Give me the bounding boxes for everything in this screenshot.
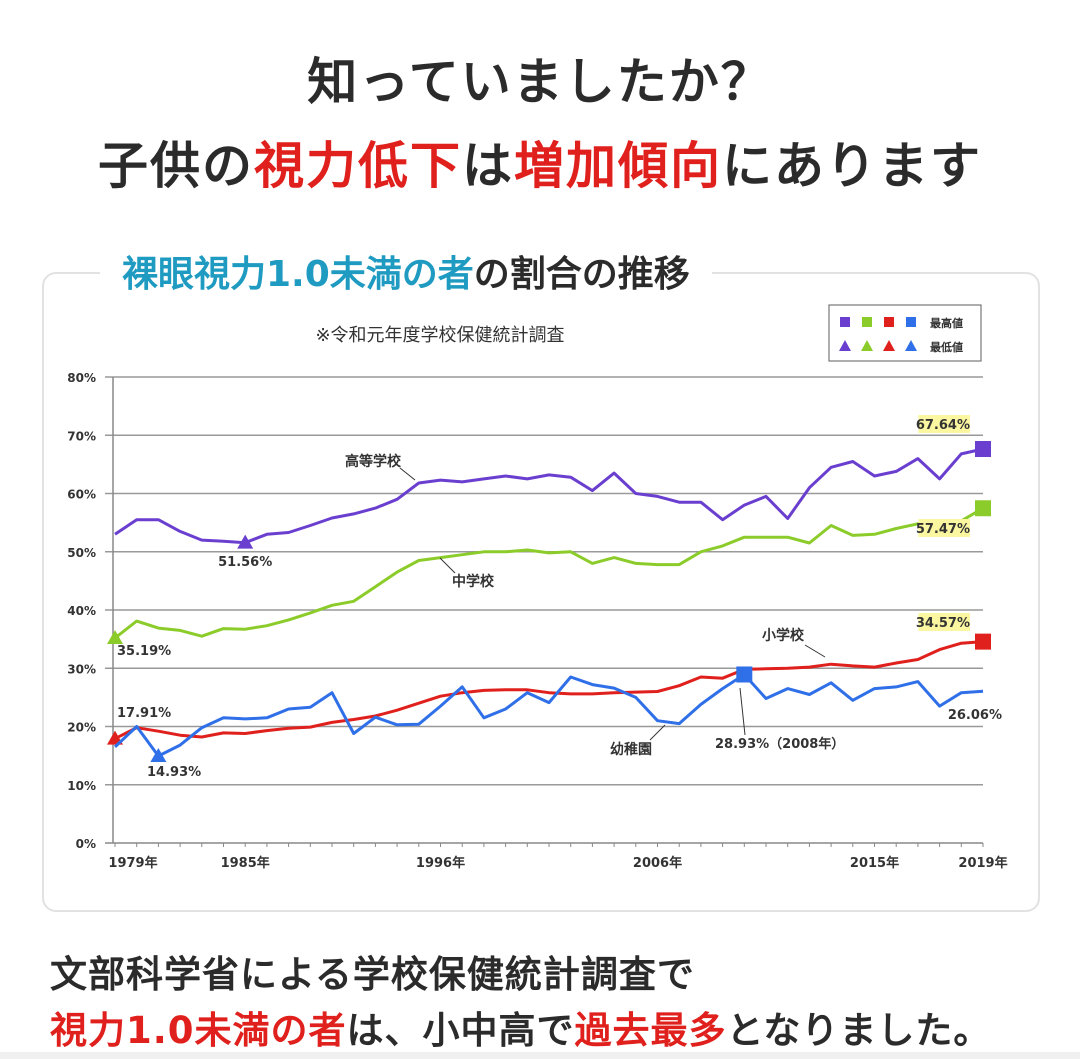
legend-min-triangle — [905, 340, 917, 351]
legend-max-square — [906, 317, 916, 327]
bottom-divider — [0, 1052, 1080, 1059]
max-value-highlight — [918, 613, 970, 631]
legend-min-triangle — [839, 340, 851, 351]
series-name-label: 中学校 — [452, 573, 495, 590]
y-tick-label: 40% — [67, 604, 96, 618]
y-tick-label: 0% — [76, 837, 96, 851]
series-line-中学校 — [114, 506, 984, 640]
legend-box — [828, 304, 982, 362]
chart-card-title: 裸眼視力1.0未満の者の割合の推移 — [100, 245, 712, 297]
leader-line — [399, 467, 416, 481]
min-marker — [237, 534, 254, 549]
series-line-小学校 — [114, 640, 984, 741]
x-tick-label: 2015年 — [850, 855, 899, 871]
legend-max-label: 最高値 — [930, 316, 963, 330]
max-value-highlight — [918, 519, 970, 537]
text-segment: にあります — [722, 137, 982, 195]
legend-min-triangle — [883, 340, 895, 351]
min-marker — [150, 748, 167, 763]
highlighted-text-segment: 視力1.0未満の者 — [50, 1009, 347, 1052]
leader-line — [649, 724, 666, 741]
x-tick-label: 1985年 — [221, 855, 270, 871]
y-tick-label: 20% — [67, 721, 96, 735]
value-label: 28.93%（2008年） — [715, 736, 844, 752]
min-marker — [107, 630, 123, 645]
leader-line — [439, 557, 456, 574]
y-tick-label: 10% — [67, 779, 96, 793]
legend-min-triangle — [861, 340, 873, 351]
text-segment: となりました。 — [726, 1009, 992, 1052]
text-segment: は、小中高で — [346, 1009, 575, 1052]
bottom-text-line-2: 視力1.0未満の者は、小中高で過去最多となりました。 — [50, 1000, 991, 1054]
legend-min-label: 最低値 — [930, 340, 963, 354]
series-name-label: 小学校 — [762, 627, 805, 644]
y-tick-label: 30% — [67, 662, 96, 676]
value-label: 14.93% — [147, 765, 201, 780]
x-tick-label: 2006年 — [633, 855, 682, 871]
text-segment: 子供の — [98, 137, 254, 195]
legend-max-square — [884, 317, 894, 327]
chart-card — [42, 272, 1040, 912]
legend-max-square — [840, 317, 850, 327]
max-marker — [975, 440, 991, 457]
highlighted-text-segment: 増加傾向 — [514, 137, 722, 195]
max-marker — [736, 666, 753, 683]
bottom-text-line-1: 文部科学省による学校保健統計調査で — [50, 944, 695, 998]
max-value-highlight — [918, 415, 970, 433]
legend-max-square — [862, 317, 872, 327]
series-name-label: 高等学校 — [345, 453, 402, 470]
max-marker — [975, 500, 991, 517]
highlighted-text-segment: 過去最多 — [574, 1009, 727, 1052]
y-tick-label: 80% — [67, 371, 96, 385]
value-label: 17.91% — [117, 706, 171, 721]
x-tick-label: 1996年 — [416, 855, 465, 871]
headline-line-1: 知っていましたか？ — [307, 53, 773, 111]
x-tick-label: 2019年 — [958, 855, 1007, 871]
text-segment: 文部科学省による学校保健統計調査で — [50, 953, 695, 996]
series-name-label: 幼稚園 — [610, 741, 652, 758]
y-tick-label: 70% — [67, 429, 96, 443]
value-label: 57.47% — [916, 522, 970, 537]
headline-line-2: 子供の視力低下は増加傾向にあります — [0, 126, 1080, 198]
value-label: 51.56% — [218, 555, 272, 570]
chart-subtitle: ※令和元年度学校保健統計調査 — [315, 325, 564, 346]
leader-line — [804, 644, 826, 658]
leader-line — [739, 687, 746, 736]
value-label: 26.06% — [948, 708, 1002, 723]
highlighted-text-segment: 視力低下 — [254, 137, 462, 195]
series-line-高等学校 — [114, 447, 984, 545]
value-label: 67.64% — [916, 418, 970, 433]
text-segment: の割合の推移 — [473, 254, 690, 295]
x-tick-label: 1979年 — [108, 855, 157, 871]
y-tick-label: 60% — [67, 488, 96, 502]
max-marker — [975, 633, 991, 650]
y-tick-label: 50% — [67, 546, 96, 560]
highlighted-text-segment: 裸眼視力1.0未満の者 — [122, 254, 474, 295]
series-line-幼稚園 — [113, 673, 984, 758]
value-label: 34.57% — [916, 616, 970, 631]
value-label: 35.19% — [117, 644, 171, 659]
text-segment: は — [462, 137, 514, 195]
